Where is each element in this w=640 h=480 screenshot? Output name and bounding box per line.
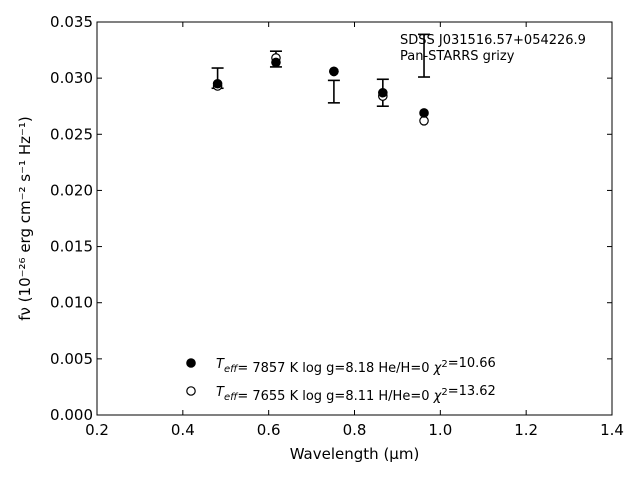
filled-circle-point xyxy=(271,57,281,68)
legend-open-marker xyxy=(186,386,196,396)
x-tick-label: 1.4 xyxy=(600,421,624,439)
legend-text-part: T xyxy=(216,385,225,400)
y-tick-label: 0.030 xyxy=(50,69,93,87)
legend-text-part: =10.66 xyxy=(448,356,496,371)
legend-text-part: χ xyxy=(433,361,443,376)
legend-text-part: 2 xyxy=(441,359,447,370)
x-axis-label: Wavelength (μm) xyxy=(290,445,420,463)
x-tick-label: 1.0 xyxy=(428,421,452,439)
x-tick-label: 0.8 xyxy=(343,421,367,439)
y-tick-label: 0.015 xyxy=(50,238,93,256)
legend-entry-text: Teff= 7655 K log g=8.11 H/He=0 χ2=13.62 xyxy=(216,384,496,404)
legend: Teff= 7857 K log g=8.18 He/H=0 χ2=10.66T… xyxy=(186,356,496,404)
model-markers xyxy=(212,53,429,126)
x-tick-label: 0.4 xyxy=(171,421,195,439)
filled-circle-point xyxy=(212,78,223,89)
x-tick-label: 1.2 xyxy=(514,421,538,439)
axes-frame xyxy=(96,21,613,416)
legend-entry-text: Teff= 7857 K log g=8.18 He/H=0 χ2=10.66 xyxy=(216,356,496,376)
legend-text-part: T xyxy=(216,357,225,372)
legend-text-part: χ xyxy=(433,389,443,404)
legend-text-part: = 7857 K log g=8.18 He/H=0 xyxy=(237,361,433,376)
filled-circle-point xyxy=(329,66,339,77)
y-tick-label: 0.005 xyxy=(50,350,93,368)
y-tick-label: 0.035 xyxy=(50,13,93,31)
legend-text-part: eff xyxy=(224,392,239,403)
legend-text-part: =13.62 xyxy=(448,384,496,399)
filled-circle-point xyxy=(378,87,388,98)
y-tick-label: 0.025 xyxy=(50,125,93,143)
legend-text-part: eff xyxy=(224,364,239,375)
x-tick-label: 0.6 xyxy=(257,421,281,439)
legend-text-part: = 7655 K log g=8.11 H/He=0 xyxy=(237,389,433,404)
filled-circle-point xyxy=(419,108,429,118)
survey-annotation: Pan-STARRS grizy xyxy=(400,49,515,64)
y-tick-label: 0.020 xyxy=(50,181,93,199)
legend-filled-marker xyxy=(186,358,196,368)
x-tick-label: 0.2 xyxy=(85,421,109,439)
y-axis-label: fν (10⁻²⁶ erg cm⁻² s⁻¹ Hz⁻¹) xyxy=(16,116,34,321)
y-tick-label: 0.010 xyxy=(50,294,93,312)
y-axis-ticks: 0.000 0.005 0.010 0.015 0.020 0.025 0.030 0.035 xyxy=(50,13,612,424)
object-name-annotation: SDSS J031516.57+054226.9 xyxy=(400,33,586,48)
legend-text-part: 2 xyxy=(441,387,447,398)
open-circle-point xyxy=(419,116,429,126)
y-tick-label: 0.000 xyxy=(50,406,93,424)
